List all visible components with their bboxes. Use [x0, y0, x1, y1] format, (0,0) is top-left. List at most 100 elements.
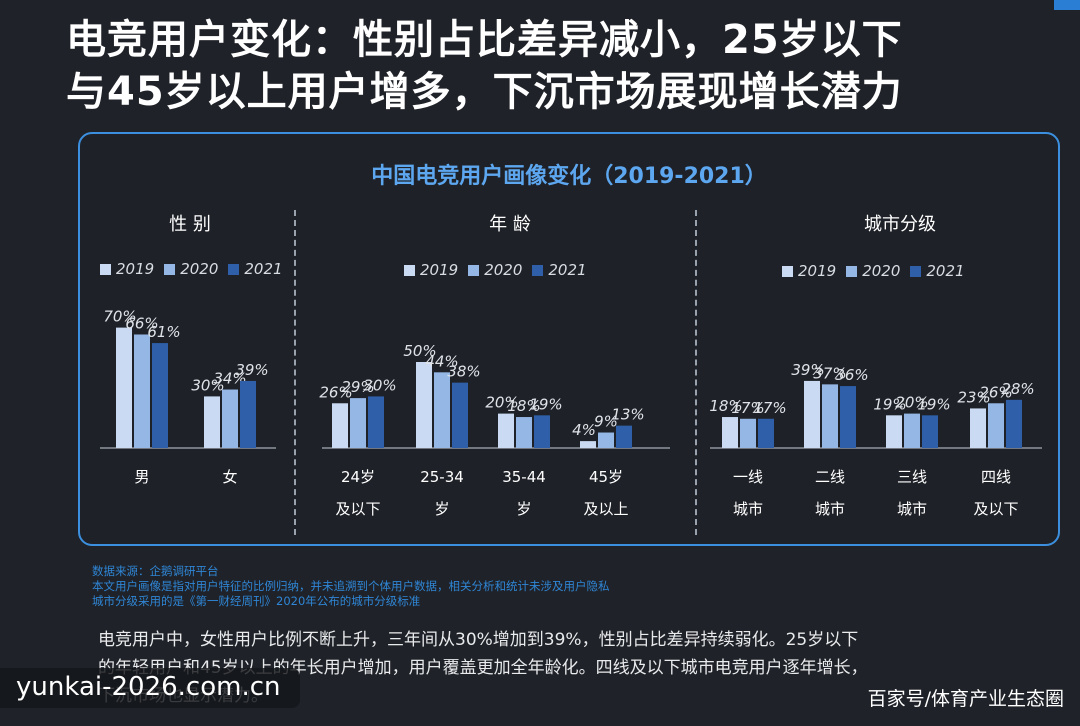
bar: [904, 413, 920, 448]
category-label: 25-34: [420, 468, 464, 486]
bar: [722, 417, 738, 448]
legend-item: 2020: [164, 260, 218, 278]
bar: [332, 403, 348, 448]
bar: [580, 441, 596, 448]
legend-item: 2020: [846, 262, 900, 280]
legend-label: 2021: [926, 262, 965, 280]
watermark-source: 百家号/体育产业生态圈: [867, 688, 1064, 710]
data-label: 17%: [753, 399, 786, 417]
data-label: 66%: [125, 314, 158, 332]
category-label: 二线: [815, 468, 845, 486]
bar-charts: 70%66%61%男30%34%39%女26%29%30%24岁及以下50%44…: [100, 308, 1042, 518]
bar: [134, 334, 150, 448]
bar: [598, 432, 614, 448]
bar: [988, 403, 1004, 448]
legend-item: 2021: [228, 260, 283, 278]
bar: [840, 386, 856, 448]
footnotes: 数据来源：企鹅调研平台 本文用户画像是指对用户特征的比例归纳，并未追溯到个体用户…: [92, 564, 610, 609]
data-label: 19%: [917, 395, 950, 413]
category-label: 一线: [733, 468, 763, 486]
category-label: 男: [134, 468, 149, 486]
legend-label: 2019: [116, 260, 155, 278]
legend-swatch: [910, 265, 922, 277]
legend-label: 2021: [548, 261, 587, 279]
section-divider-2: [695, 210, 697, 535]
data-label: 17%: [731, 399, 764, 417]
data-label: 36%: [835, 366, 868, 384]
data-label: 30%: [191, 376, 224, 394]
body-line-1: 电竞用户中，女性用户比例不断上升，三年间从30%增加到39%，性别占比差异持续弱…: [98, 630, 859, 650]
legend-swatch: [846, 265, 858, 277]
corner-accent: [1054, 0, 1080, 10]
bar: [970, 408, 986, 448]
data-label: 9%: [594, 413, 618, 431]
category-label: 岁: [434, 500, 449, 518]
data-label: 61%: [147, 323, 180, 341]
legend-label: 2020: [484, 261, 523, 279]
headline-line-2: 与45岁以上用户增多，下沉市场展现增长潜力: [66, 69, 903, 115]
data-label: 38%: [447, 363, 480, 381]
footnote-privacy: 本文用户画像是指对用户特征的比例归纳，并未追溯到个体用户数据，相关分析和统计未涉…: [92, 579, 610, 593]
category-label: 24岁: [341, 468, 375, 486]
bar: [116, 327, 132, 448]
legend-city: 2019 2020 2021: [782, 262, 975, 280]
bar: [1006, 399, 1022, 448]
section-title-city: 城市分级: [864, 214, 936, 235]
legend-swatch: [782, 265, 793, 277]
category-label: 及以上: [583, 500, 628, 518]
category-label: 及以下: [335, 500, 380, 518]
section-divider-1: [294, 210, 296, 535]
bar: [452, 382, 468, 448]
data-label: 34%: [213, 370, 246, 388]
legend-item: 2021: [532, 261, 587, 279]
legend-item: 2019: [782, 262, 836, 280]
bar: [822, 384, 838, 448]
bar: [534, 415, 550, 448]
legend-gender: 2019 2020 2021: [100, 260, 293, 278]
data-label: 28%: [1001, 380, 1034, 398]
data-label: 23%: [957, 388, 990, 406]
bar: [804, 380, 820, 448]
legend-swatch: [100, 263, 111, 275]
legend-swatch: [532, 264, 544, 276]
legend-age: 2019 2020 2021: [404, 261, 597, 279]
data-label: 37%: [813, 364, 846, 382]
section-title-gender: 性 别: [169, 214, 211, 235]
bar: [368, 396, 384, 448]
category-label: 城市: [733, 500, 763, 518]
data-label: 20%: [485, 394, 518, 412]
bar: [516, 417, 532, 448]
bar: [350, 398, 366, 448]
data-label: 18%: [709, 397, 742, 415]
category-label: 女: [222, 468, 237, 486]
footnote-city-standard: 城市分级采用的是《第一财经周刊》2020年公布的城市分级标准: [92, 594, 421, 608]
legend-swatch: [228, 263, 240, 275]
data-label: 44%: [425, 352, 458, 370]
bar: [758, 418, 774, 448]
headline: 电竞用户变化：性别占比差异减小，25岁以下 与45岁以上用户增多，下沉市场展现增…: [66, 14, 1026, 118]
category-label: 45岁: [589, 468, 623, 486]
data-label: 26%: [319, 383, 352, 401]
legend-item: 2019: [100, 260, 154, 278]
bar: [240, 380, 256, 448]
footnote-source: 数据来源：企鹅调研平台: [92, 564, 219, 578]
legend-swatch: [164, 263, 176, 275]
legend-label: 2021: [244, 260, 283, 278]
category-label: 及以下: [973, 500, 1018, 518]
category-label: 城市: [897, 500, 927, 518]
bar: [416, 362, 432, 448]
section-title-age: 年 龄: [489, 214, 531, 235]
bar: [434, 372, 450, 448]
data-label: 13%: [611, 406, 644, 424]
bar: [616, 425, 632, 448]
data-label: 4%: [572, 421, 596, 439]
data-label: 29%: [341, 378, 374, 396]
data-label: 19%: [529, 395, 562, 413]
watermark-url: yunkai-2026.com.cn: [0, 668, 301, 708]
legend-label: 2020: [180, 260, 219, 278]
data-label: 70%: [103, 308, 136, 326]
panel-title: 中国电竞用户画像变化（2019-2021）: [371, 164, 767, 189]
bar: [886, 415, 902, 448]
category-label: 岁: [516, 500, 531, 518]
